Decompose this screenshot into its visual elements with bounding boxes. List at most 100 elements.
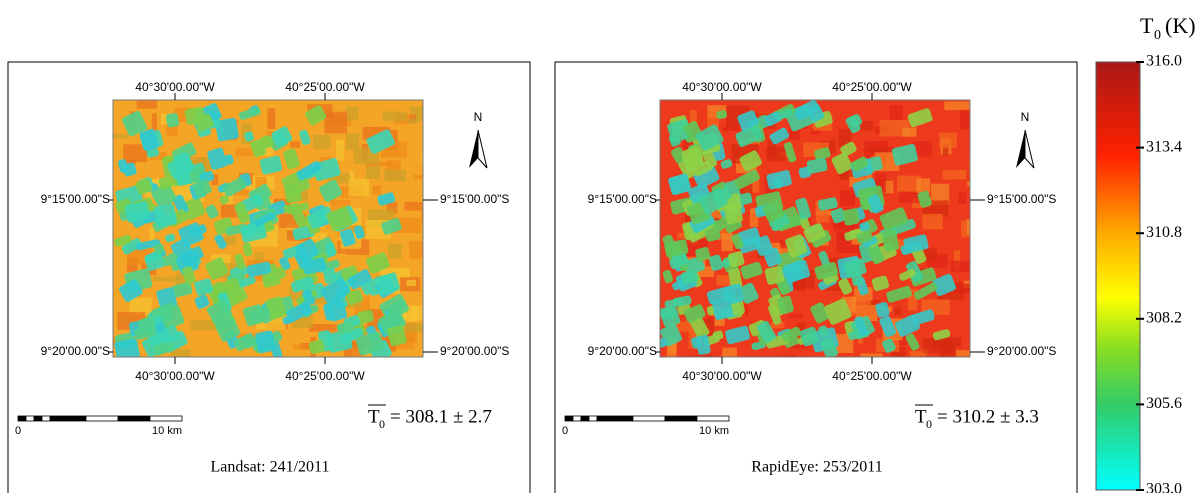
scale-bar-segment — [589, 416, 597, 421]
map-field — [165, 113, 179, 128]
map-field — [842, 208, 860, 227]
map-image — [657, 99, 991, 369]
north-label: N — [1021, 110, 1030, 124]
map-patch — [722, 233, 733, 251]
right-coord: 9°15'00.00"S — [987, 192, 1056, 206]
map-patch — [407, 280, 416, 286]
map-patch — [840, 190, 855, 206]
map-patch — [336, 140, 344, 161]
map-patch — [961, 220, 991, 237]
scale-bar-segment — [581, 416, 589, 421]
map-patch — [858, 339, 863, 344]
map-patch — [922, 214, 942, 229]
map-patch — [955, 284, 980, 294]
top-coord: 40°30'00.00"W — [682, 80, 762, 94]
scale-bar-segment — [697, 416, 729, 421]
bottom-coord: 40°30'00.00"W — [135, 369, 215, 383]
map-patch — [902, 128, 916, 137]
map-patch — [969, 157, 989, 173]
north-arrow — [478, 130, 487, 168]
mean-subscript: 0 — [926, 417, 932, 431]
map-patch — [723, 127, 741, 131]
scale-end: 10 km — [699, 425, 729, 437]
north-arrow — [1016, 130, 1025, 168]
bottom-coord: 40°25'00.00"W — [285, 369, 365, 383]
map-patch — [349, 179, 370, 197]
colorbar-unit: (K) — [1165, 13, 1196, 38]
caption: RapidEye: 253/2011 — [751, 459, 882, 476]
map-patch — [722, 348, 737, 365]
map-patch — [413, 175, 443, 180]
map-field — [153, 203, 177, 227]
map-patch — [293, 344, 306, 349]
right-coord: 9°20'00.00"S — [987, 344, 1056, 358]
scale-bar-segment — [633, 416, 665, 421]
colorbar-subscript: 0 — [1154, 28, 1161, 43]
map-patch — [267, 108, 275, 129]
map-patch — [190, 320, 215, 330]
colorbar-tick-label: 303.0 — [1146, 481, 1182, 493]
map-patch — [405, 324, 434, 333]
map-patch — [373, 185, 382, 194]
scale-bar-segment — [597, 416, 633, 421]
map-patch — [388, 244, 402, 259]
scale-bar-segment — [665, 416, 697, 421]
map-patch — [944, 102, 972, 111]
bottom-coord: 40°30'00.00"W — [682, 369, 762, 383]
left-coord: 9°15'00.00"S — [41, 192, 110, 206]
map-patch — [861, 353, 883, 368]
north-label: N — [474, 110, 483, 124]
scale-bar-segment — [26, 416, 34, 421]
map-patch — [309, 324, 337, 332]
top-coord: 40°25'00.00"W — [285, 80, 365, 94]
figure: T 0 (K) 316.0313.4310.8308.2305.6303.040… — [0, 0, 1204, 493]
north-arrow — [469, 130, 478, 168]
scale-end: 10 km — [152, 425, 182, 437]
map-patch — [868, 147, 895, 152]
map-patch — [384, 170, 406, 182]
right-coord: 9°15'00.00"S — [440, 192, 509, 206]
top-coord: 40°25'00.00"W — [832, 80, 912, 94]
map-patch — [939, 133, 957, 148]
left-coord: 9°20'00.00"S — [588, 344, 657, 358]
colorbar-tick-label: 316.0 — [1146, 53, 1182, 70]
map-patch — [917, 178, 931, 193]
map-patch — [422, 157, 443, 164]
colorbar-tick-label: 313.4 — [1146, 138, 1182, 155]
map-patch — [890, 105, 903, 120]
map-patch — [346, 107, 358, 121]
mean-value: = 310.2 ± 3.3 — [937, 406, 1039, 427]
map-patch — [766, 147, 786, 161]
scale-bar-segment — [118, 416, 150, 421]
map-patch — [421, 209, 443, 227]
scale-bar-segment — [150, 416, 182, 421]
map-patch — [421, 153, 442, 165]
north-arrow — [1025, 130, 1034, 168]
scale-bar-segment — [50, 416, 86, 421]
map-patch — [967, 219, 980, 234]
map-patch — [113, 134, 128, 138]
scale-bar-segment — [86, 416, 118, 421]
map-patch — [290, 142, 300, 148]
colorbar-tick-label: 305.6 — [1146, 395, 1182, 412]
map-image — [113, 100, 443, 371]
map-patch — [942, 170, 966, 179]
top-coord: 40°30'00.00"W — [135, 80, 215, 94]
colorbar-tick-label: 310.8 — [1146, 224, 1182, 241]
map-patch — [894, 307, 901, 315]
scale-bar-segment — [34, 416, 42, 421]
caption: Landsat: 241/2011 — [211, 459, 330, 476]
map-patch — [313, 135, 330, 149]
right-coord: 9°20'00.00"S — [440, 344, 509, 358]
mean-subscript: 0 — [379, 417, 385, 431]
map-patch — [404, 202, 427, 211]
scale-bar-segment — [573, 416, 581, 421]
map-patch — [958, 193, 966, 204]
colorbar — [1096, 62, 1140, 490]
map-patch — [409, 119, 419, 124]
map-patch — [346, 133, 359, 150]
colorbar-symbol: T — [1140, 13, 1154, 38]
map-patch — [383, 111, 407, 121]
scale-bar-segment — [42, 416, 50, 421]
scale-bar-segment — [18, 416, 26, 421]
